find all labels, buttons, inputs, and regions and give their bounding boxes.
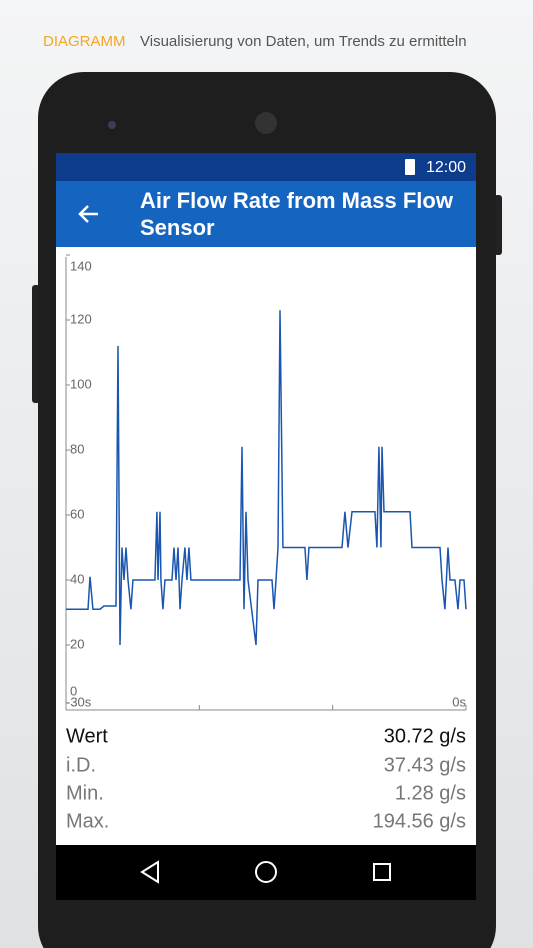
- speaker: [255, 112, 277, 134]
- y-tick-label: 0: [70, 683, 77, 698]
- nav-bar: [56, 845, 476, 900]
- data-line: [66, 310, 467, 646]
- nav-recent[interactable]: [373, 863, 391, 881]
- y-tick-label: 60: [70, 506, 84, 521]
- stat-value: 30.72 g/s: [384, 725, 466, 747]
- y-tick-label: 100: [70, 376, 92, 391]
- status-time: 12:00: [426, 159, 466, 176]
- stat-label: Min.: [66, 782, 104, 804]
- camera: [108, 121, 116, 129]
- y-tick-label: 80: [70, 441, 84, 456]
- x-tick-label: 0s: [452, 694, 466, 709]
- stat-value: 1.28 g/s: [395, 782, 466, 804]
- y-tick-label: 40: [70, 571, 84, 586]
- app-bar: [56, 181, 476, 247]
- y-tick-label: 120: [70, 311, 92, 326]
- caption-label: DIAGRAMM: [43, 33, 126, 50]
- stat-label: Wert: [66, 725, 108, 747]
- back-button[interactable]: [78, 205, 98, 223]
- stat-label: i.D.: [66, 754, 96, 776]
- nav-back[interactable]: [140, 860, 159, 884]
- stat-value: 37.43 g/s: [384, 754, 466, 776]
- display: [56, 153, 476, 893]
- y-tick-label: 140: [70, 258, 92, 273]
- x-tick-label: -30s: [66, 694, 92, 709]
- stat-value: 194.56 g/s: [373, 810, 466, 832]
- nav-home[interactable]: [255, 861, 277, 883]
- caption-text: Visualisierung von Daten, um Trends zu e…: [140, 33, 467, 50]
- battery-icon: [405, 159, 415, 175]
- app-title: Air Flow Rate from Mass Flow Sensor: [140, 188, 453, 240]
- stat-label: Max.: [66, 810, 109, 832]
- y-tick-label: 20: [70, 636, 84, 651]
